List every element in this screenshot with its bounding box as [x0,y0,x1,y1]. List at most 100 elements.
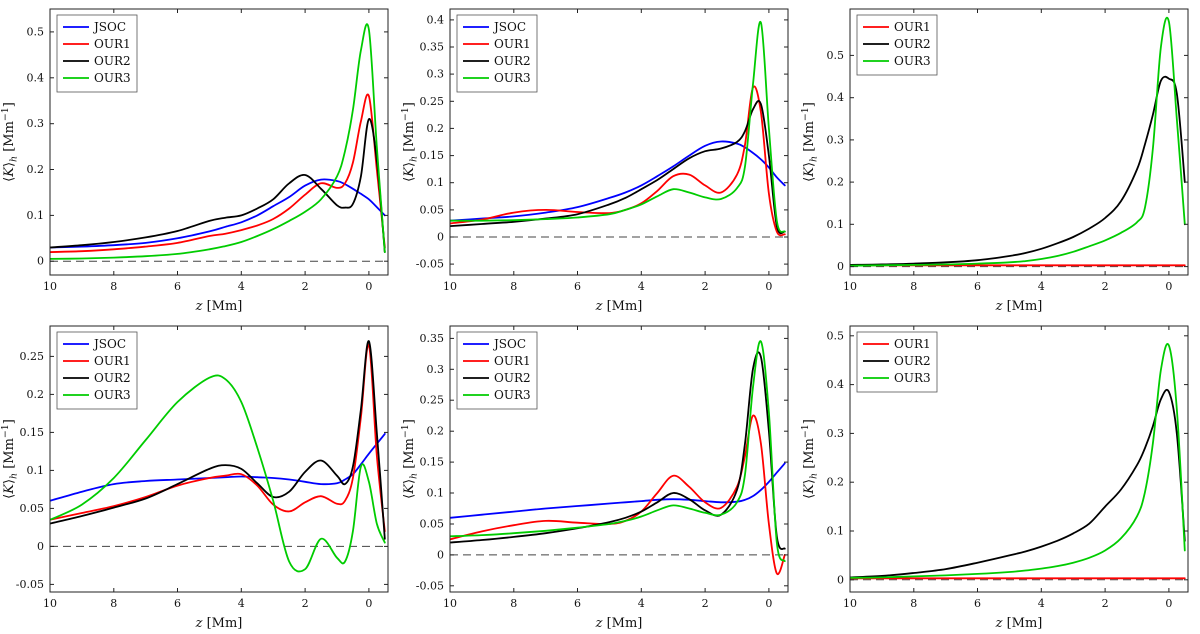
y-tick-label: 0.1 [427,176,445,189]
y-tick-label: 0.05 [420,518,445,531]
y-tick-label: 0.1 [27,464,45,477]
y-tick-label: 0.3 [27,117,45,130]
axes-box [49,325,389,593]
y-tick-label: 0 [37,255,44,268]
y-tick-label: 0.1 [827,218,845,231]
legend-label-OUR2: OUR2 [494,371,531,385]
series-group [850,343,1186,580]
y-tick-label: 0.25 [420,394,445,407]
y-tick-label: 0.3 [827,133,845,146]
legend-label-OUR2: OUR2 [94,371,131,385]
y-tick-label: 0.4 [427,13,445,26]
x-axis-label: z [Mm] [595,299,643,314]
x-tick-label: 4 [238,280,245,293]
series-line-OUR2 [50,340,386,540]
chart-panel-top-right: 10 8 6 4 2 0 0 0.1 0.2 0.3 0.4 0.5 z [Mm] ⟨K⟩h [Mm−1]… [800,0,1200,317]
y-tick-label: 0.05 [420,203,445,216]
series-line-OUR1 [50,93,386,253]
x-tick-label: 0 [765,280,772,293]
x-tick-label: 6 [974,280,981,293]
chart-bottom-right: 10 8 6 4 2 0 0 0.1 0.2 0.3 0.4 0.5 z [Mm] ⟨K⟩h [Mm−1]… [800,325,1189,631]
legend-label-OUR3: OUR3 [94,71,131,85]
axes-box [449,8,789,276]
y-tick-label: 0.25 [420,95,445,108]
x-tick-label: 8 [510,280,517,293]
x-tick-label: 6 [974,597,981,610]
legend-label-JSOC: JSOC [492,337,526,351]
y-tick-label: 0.4 [827,378,845,391]
legend-label-JSOC: JSOC [92,337,126,351]
x-tick-label: 0 [1165,597,1172,610]
series-line-OUR2 [850,388,1186,579]
legend: JSOC OUR1 OUR2 OUR3 [456,331,538,410]
series-line-OUR3 [50,23,386,260]
series-line-JSOC [50,433,386,502]
y-tick-label: 0.2 [27,388,45,401]
x-tick-label: 6 [174,280,181,293]
y-tick-label: -0.05 [16,578,44,591]
y-axis-label: ⟨K⟩h [Mm−1] [400,102,420,182]
y-tick-label: 0.2 [827,476,845,489]
legend-label-OUR1: OUR1 [894,20,931,34]
axes-box [449,325,789,593]
y-tick-label: 0 [37,540,44,553]
y-tick-label: 0.2 [27,163,45,176]
y-axis-label: ⟨K⟩h [Mm−1] [800,419,820,499]
series-line-OUR2 [450,351,786,550]
legend-box [856,14,938,76]
y-tick-label: 0 [437,231,444,244]
legend-label-OUR1: OUR1 [94,37,131,51]
y-tick-label: -0.05 [416,579,444,592]
chart-top-middle: 10 8 6 4 2 0 -0.05 0 0.05 0.1 0.15 0.2 0.25 0.3 0.35 0.… [400,8,789,314]
series-line-OUR1 [450,414,786,576]
legend-box [856,331,938,393]
legend-label-OUR3: OUR3 [894,54,931,68]
axes-box [49,8,389,276]
y-tick-label: 0.3 [827,427,845,440]
y-tick-label: 0 [837,260,844,273]
y-axis-label: ⟨K⟩h [Mm−1] [0,102,20,182]
x-tick-label: 4 [1038,597,1045,610]
series-group [450,340,786,576]
y-tick-label: 0 [437,548,444,561]
x-tick-label: 0 [365,597,372,610]
x-tick-label: 10 [43,280,57,293]
x-tick-label: 0 [765,597,772,610]
y-tick-label: 0.25 [20,350,45,363]
y-tick-label: 0.4 [827,91,845,104]
y-tick-label: 0.35 [420,332,445,345]
legend: JSOC OUR1 OUR2 OUR3 [56,14,138,93]
chart-panel-bottom-right: 10 8 6 4 2 0 0 0.1 0.2 0.3 0.4 0.5 z [Mm] ⟨K⟩h [Mm−1]… [800,317,1200,634]
y-tick-label: 0.4 [27,71,45,84]
x-axis-label: z [Mm] [995,616,1043,631]
legend: JSOC OUR1 OUR2 OUR3 [456,14,538,93]
y-tick-label: 0.2 [827,176,845,189]
series-line-OUR3 [450,340,786,562]
legend-label-OUR1: OUR1 [494,354,531,368]
legend: JSOC OUR1 OUR2 OUR3 [56,331,138,410]
y-tick-label: -0.05 [416,258,444,271]
series-group [50,23,386,260]
legend: OUR1 OUR2 OUR3 [856,331,938,393]
chart-panel-bottom-middle: 10 8 6 4 2 0 -0.05 0 0.05 0.1 0.15 0.2 0.25 0.3 0.35 z … [400,317,800,634]
x-tick-label: 10 [43,597,57,610]
series-line-JSOC [50,178,386,249]
chart-top-left: 10 8 6 4 2 0 0 0.1 0.2 0.3 0.4 0.5 z [Mm] ⟨K⟩h [Mm−1]… [0,8,389,314]
x-tick-label: 10 [843,597,857,610]
y-tick-label: 0.05 [20,502,45,515]
x-tick-label: 2 [1102,597,1109,610]
x-tick-label: 0 [1165,280,1172,293]
legend-label-OUR1: OUR1 [494,37,531,51]
x-tick-label: 8 [910,597,917,610]
axes-box [849,8,1189,276]
x-axis-label: z [Mm] [195,299,243,314]
x-tick-label: 2 [702,280,709,293]
x-axis-label: z [Mm] [195,616,243,631]
legend-label-OUR3: OUR3 [94,388,131,402]
x-tick-label: 4 [638,597,645,610]
x-tick-label: 10 [843,280,857,293]
y-tick-label: 0.1 [827,525,845,538]
series-group [850,16,1186,267]
y-tick-label: 0.15 [420,456,445,469]
series-group [50,340,386,573]
